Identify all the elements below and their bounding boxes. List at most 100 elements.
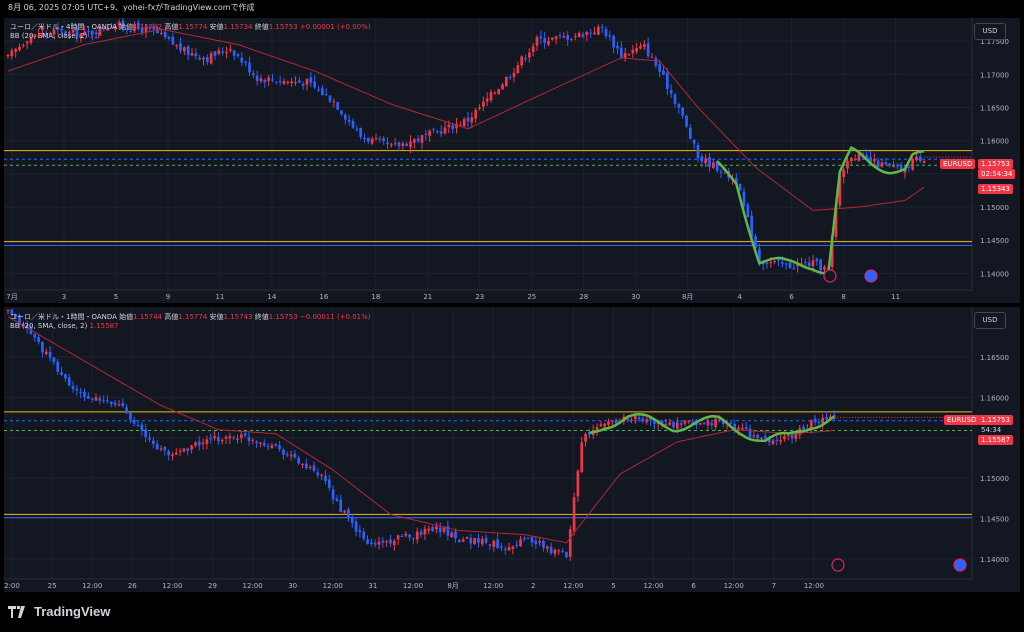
- candle-body: [370, 138, 374, 144]
- candle-body: [696, 145, 700, 159]
- chart-canvas-1h[interactable]: 1.165001.160001.155001.150001.145001.140…: [4, 307, 1020, 592]
- candle-body: [757, 248, 761, 263]
- candle-body: [392, 541, 396, 546]
- candle-body: [642, 44, 646, 47]
- bb-value: 1.15587: [89, 322, 119, 330]
- price-axis-label: 1.17000: [980, 71, 1009, 79]
- chart-panel-4h[interactable]: 1.175001.170001.165001.160001.155001.150…: [4, 18, 1020, 303]
- candle-body: [477, 538, 480, 543]
- candle-body: [817, 421, 821, 424]
- candle-body: [561, 550, 564, 552]
- bb-legend-4h[interactable]: BB (20, SMA, close, 2) 1.1: [10, 32, 101, 40]
- time-axis-label: 3: [62, 293, 66, 301]
- candle-body: [48, 351, 52, 358]
- legend-symbol[interactable]: ユーロ／米ドル・4時間・OANDA: [10, 23, 117, 31]
- candle-body: [535, 37, 539, 46]
- candle-body: [653, 421, 656, 424]
- candle-body: [327, 479, 331, 488]
- candle-body: [144, 429, 148, 438]
- candle-body: [136, 424, 140, 426]
- candle-body: [734, 177, 738, 185]
- candle-body: [780, 262, 784, 264]
- candle-body: [614, 419, 618, 424]
- candle-body: [278, 445, 281, 450]
- candle-body: [350, 517, 354, 523]
- candle-body: [401, 143, 405, 147]
- time-axis-label: 12:00: [242, 582, 262, 590]
- time-axis-label: 31: [368, 582, 377, 590]
- candle-body: [669, 90, 673, 94]
- candle-body: [431, 526, 434, 532]
- candle-body: [340, 110, 343, 115]
- legend-low-label: 安値: [209, 313, 224, 321]
- symbol-tag: EURUSD: [940, 159, 976, 169]
- candle-body: [455, 123, 458, 129]
- candle-body: [492, 540, 496, 547]
- candle-body: [589, 32, 593, 34]
- candle-body: [266, 445, 270, 447]
- candle-body: [600, 26, 604, 28]
- candle-body: [829, 416, 832, 420]
- candle-body: [98, 26, 102, 36]
- candle-body: [478, 107, 481, 109]
- candle-body: [577, 32, 581, 37]
- candle-body: [519, 539, 522, 547]
- candle-body: [278, 80, 282, 83]
- candle-body: [94, 397, 98, 401]
- currency-button[interactable]: USD: [974, 312, 1006, 329]
- candle-body: [190, 445, 193, 450]
- candle-body: [389, 144, 393, 146]
- candle-body: [539, 36, 543, 39]
- chart-canvas-4h[interactable]: 1.175001.170001.165001.160001.155001.150…: [4, 18, 1020, 303]
- candle-body: [60, 372, 63, 375]
- legend-symbol[interactable]: ユーロ／米ドル・1時間・OANDA: [10, 313, 117, 321]
- candle-body: [708, 157, 711, 168]
- legend-high: 1.15774: [178, 23, 208, 31]
- candle-body: [182, 448, 186, 452]
- candle-body: [205, 57, 209, 62]
- chart-panel-1h[interactable]: 1.165001.160001.155001.150001.145001.140…: [4, 307, 1020, 592]
- price-axis-label: 1.14000: [980, 270, 1009, 278]
- time-axis-label: 12:00: [323, 582, 343, 590]
- candle-body: [355, 128, 359, 130]
- price-axis-label: 1.17500: [980, 38, 1009, 46]
- bb-legend-1h[interactable]: BB (20, SMA, close, 2) 1.15587: [10, 322, 119, 330]
- candle-body: [243, 433, 247, 436]
- candle-body: [370, 542, 373, 544]
- time-axis-label: 5: [114, 293, 118, 301]
- candle-body: [485, 98, 489, 102]
- candle-body: [849, 157, 853, 162]
- candle-body: [572, 497, 576, 531]
- candle-body: [270, 445, 274, 448]
- candle-body: [397, 142, 401, 147]
- candle-body: [570, 38, 573, 40]
- candle-body: [665, 72, 669, 90]
- candle-body: [784, 263, 788, 265]
- candle-body: [29, 37, 33, 43]
- candle-body: [75, 389, 79, 391]
- candle-body: [313, 81, 317, 88]
- candle-body: [911, 158, 915, 170]
- currency-button[interactable]: USD: [974, 23, 1006, 40]
- candle-body: [144, 27, 148, 33]
- candle-body: [907, 166, 911, 168]
- candle-body: [110, 26, 113, 28]
- candle-body: [635, 48, 639, 52]
- candle-body: [654, 58, 658, 66]
- candle-body: [639, 45, 642, 49]
- chart-header: 8月 06, 2025 07:05 UTC+9、yohei-fxがTrading…: [8, 3, 255, 12]
- time-axis-label: 12:00: [563, 582, 583, 590]
- tradingview-icon: [8, 605, 25, 618]
- candle-body: [484, 537, 488, 543]
- tradingview-logo[interactable]: TradingView: [8, 604, 110, 619]
- candle-body: [400, 535, 404, 537]
- candle-body: [754, 236, 757, 249]
- candle-body: [424, 133, 428, 135]
- candle-body: [217, 437, 220, 442]
- candle-body: [282, 449, 285, 455]
- candle-body: [336, 102, 340, 110]
- candle-body: [811, 260, 815, 266]
- candle-body: [738, 183, 742, 191]
- candle-body: [317, 89, 320, 91]
- candle-body: [262, 442, 266, 446]
